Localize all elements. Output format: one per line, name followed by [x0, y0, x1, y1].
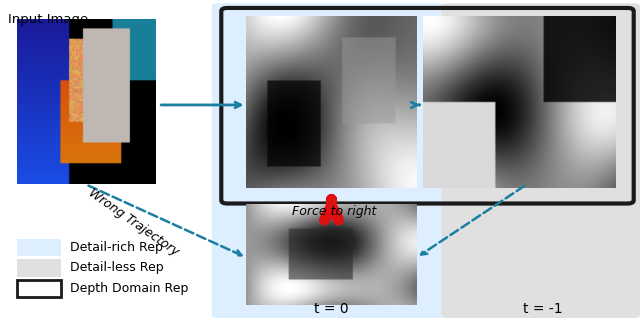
Text: Wrong Trajectory: Wrong Trajectory: [86, 187, 180, 259]
FancyBboxPatch shape: [442, 3, 640, 318]
Text: Detail-less Rep: Detail-less Rep: [70, 261, 164, 274]
Text: Force to right: Force to right: [292, 205, 377, 218]
FancyBboxPatch shape: [17, 280, 61, 297]
Text: t = 0: t = 0: [314, 302, 349, 316]
FancyBboxPatch shape: [212, 3, 445, 318]
Text: Depth Domain Rep: Depth Domain Rep: [70, 282, 189, 295]
FancyBboxPatch shape: [17, 238, 61, 256]
Text: Input Image: Input Image: [8, 13, 88, 26]
Text: t = -1: t = -1: [523, 302, 562, 316]
Text: Detail-rich Rep: Detail-rich Rep: [70, 241, 163, 253]
FancyBboxPatch shape: [17, 259, 61, 277]
